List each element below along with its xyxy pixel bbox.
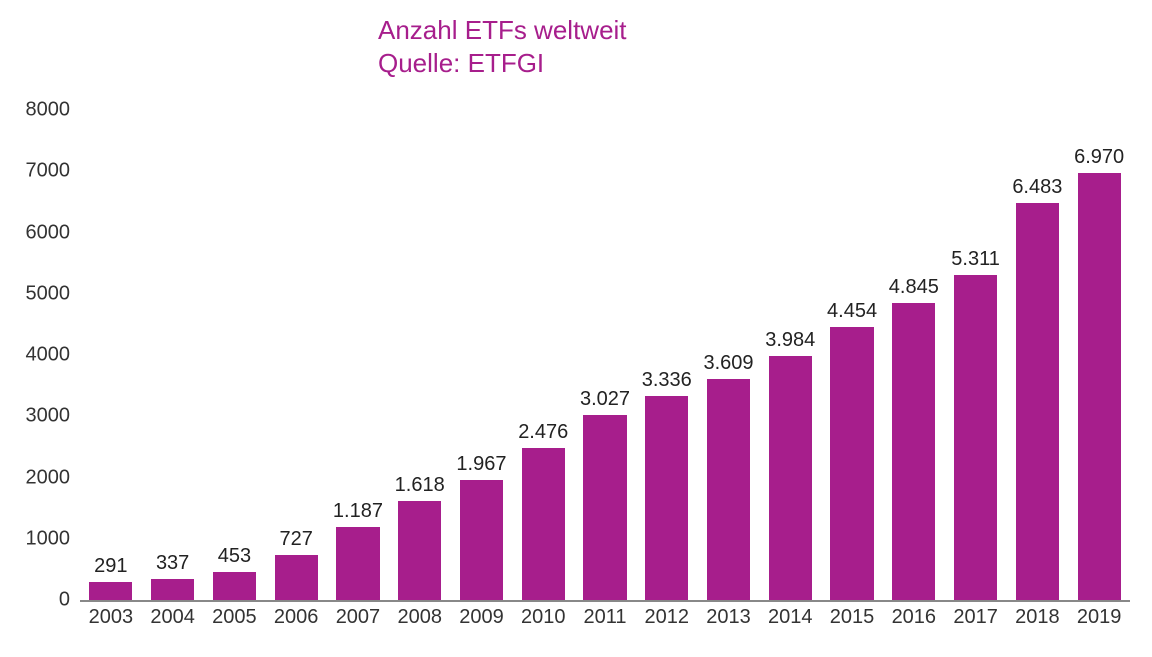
y-axis-tick: 4000 [26, 344, 81, 367]
bar-value-label: 3.336 [642, 369, 692, 396]
y-axis-tick: 0 [59, 589, 80, 612]
y-axis-tick: 1000 [26, 527, 81, 550]
bar-value-label: 3.984 [765, 329, 815, 356]
bar: 291 [89, 582, 132, 600]
x-axis-tick: 2013 [706, 600, 751, 629]
bar-value-label: 1.967 [456, 453, 506, 480]
bar-value-label: 337 [156, 552, 189, 579]
y-axis-tick: 2000 [26, 466, 81, 489]
bar: 2.476 [522, 448, 565, 600]
bar-value-label: 4.454 [827, 300, 877, 327]
bar-value-label: 6.483 [1012, 176, 1062, 203]
y-axis-tick: 7000 [26, 160, 81, 183]
x-axis-tick: 2019 [1077, 600, 1122, 629]
x-axis-tick: 2003 [89, 600, 134, 629]
y-axis-tick: 6000 [26, 221, 81, 244]
x-axis-tick: 2007 [336, 600, 381, 629]
x-axis-tick: 2016 [892, 600, 937, 629]
bar-value-label: 453 [218, 545, 251, 572]
chart-title-line-2: Quelle: ETFGI [378, 47, 627, 80]
etf-bar-chart: Anzahl ETFs weltweit Quelle: ETFGI 01000… [0, 0, 1152, 657]
x-axis-tick: 2012 [645, 600, 690, 629]
x-axis-tick: 2010 [521, 600, 566, 629]
bar: 5.311 [954, 275, 997, 600]
bar: 3.984 [769, 356, 812, 600]
bar: 1.967 [460, 480, 503, 600]
x-axis-tick: 2009 [459, 600, 504, 629]
bar-value-label: 2.476 [518, 421, 568, 448]
x-axis-tick: 2006 [274, 600, 319, 629]
bar: 4.454 [830, 327, 873, 600]
bar-value-label: 4.845 [889, 276, 939, 303]
x-axis-tick: 2005 [212, 600, 257, 629]
x-axis-tick: 2011 [583, 600, 626, 629]
x-axis-tick: 2018 [1015, 600, 1060, 629]
chart-title-block: Anzahl ETFs weltweit Quelle: ETFGI [378, 14, 627, 79]
bar: 3.609 [707, 379, 750, 600]
x-axis-tick: 2015 [830, 600, 875, 629]
y-axis-tick: 5000 [26, 282, 81, 305]
bar-value-label: 3.027 [580, 388, 630, 415]
x-axis-tick: 2014 [768, 600, 813, 629]
bar-value-label: 5.311 [951, 248, 1000, 275]
x-axis-tick: 2017 [953, 600, 998, 629]
bar: 6.970 [1078, 173, 1121, 600]
x-axis-tick: 2004 [150, 600, 195, 629]
bar: 453 [213, 572, 256, 600]
bar: 4.845 [892, 303, 935, 600]
bar-value-label: 1.618 [395, 474, 445, 501]
bar: 727 [275, 555, 318, 600]
bar: 1.618 [398, 501, 441, 600]
plot-area: 0100020003000400050006000700080002912003… [80, 110, 1130, 602]
bar: 3.027 [583, 415, 626, 600]
y-axis-tick: 3000 [26, 405, 81, 428]
chart-title-line-1: Anzahl ETFs weltweit [378, 14, 627, 47]
bar: 3.336 [645, 396, 688, 600]
bar-value-label: 6.970 [1074, 146, 1124, 173]
x-axis-tick: 2008 [397, 600, 442, 629]
bar-value-label: 1.187 [333, 500, 383, 527]
bar: 6.483 [1016, 203, 1059, 600]
bar: 337 [151, 579, 194, 600]
bar-value-label: 3.609 [703, 352, 753, 379]
bar-value-label: 727 [279, 528, 312, 555]
bar: 1.187 [336, 527, 379, 600]
y-axis-tick: 8000 [26, 99, 81, 122]
bar-value-label: 291 [94, 555, 127, 582]
